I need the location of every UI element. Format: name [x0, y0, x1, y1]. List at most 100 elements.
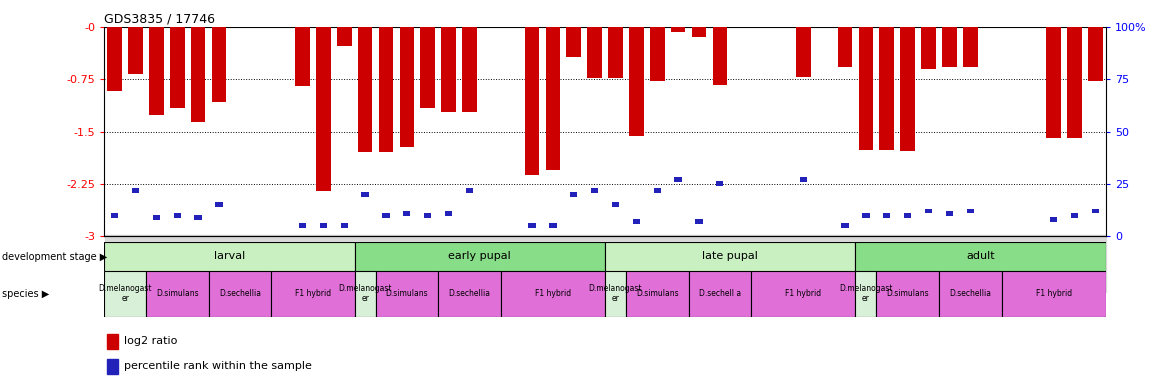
Bar — [837, 27, 852, 67]
Text: larval: larval — [214, 251, 245, 262]
Text: D.simulans: D.simulans — [156, 289, 198, 298]
Text: log2 ratio: log2 ratio — [125, 336, 178, 346]
Bar — [925, 209, 932, 214]
Bar — [129, 27, 142, 74]
Bar — [608, 27, 623, 78]
Bar — [670, 27, 686, 33]
Bar — [438, 271, 500, 317]
Bar — [863, 213, 870, 218]
Text: D.simulans: D.simulans — [386, 289, 428, 298]
Bar — [650, 27, 665, 81]
Bar — [379, 27, 394, 152]
Bar — [842, 223, 849, 228]
Bar — [525, 27, 540, 175]
Text: adult: adult — [967, 251, 995, 262]
Bar — [712, 27, 727, 85]
Bar — [900, 27, 915, 151]
Bar — [466, 188, 474, 192]
Text: early pupal: early pupal — [448, 251, 511, 262]
Bar — [1050, 217, 1057, 222]
Bar — [695, 219, 703, 224]
Bar — [1071, 213, 1078, 218]
Bar — [212, 27, 226, 102]
Bar — [528, 223, 536, 228]
Bar — [691, 27, 706, 36]
Bar — [107, 334, 118, 349]
Bar — [545, 27, 560, 170]
Bar — [904, 213, 911, 218]
Bar — [967, 209, 974, 214]
Text: D.melanogast
er: D.melanogast er — [338, 284, 391, 303]
Text: D.melanogast
er: D.melanogast er — [98, 284, 152, 303]
Bar — [570, 192, 578, 197]
Bar — [295, 27, 310, 86]
Text: F1 hybrid: F1 hybrid — [295, 289, 331, 298]
Bar — [604, 242, 856, 271]
Bar — [320, 223, 327, 228]
Bar — [420, 27, 435, 109]
Bar — [111, 213, 118, 218]
Text: late pupal: late pupal — [702, 251, 758, 262]
Bar — [107, 359, 118, 374]
Bar — [271, 271, 354, 317]
Bar — [629, 27, 644, 136]
Text: D.simulans: D.simulans — [636, 289, 679, 298]
Bar — [800, 177, 807, 182]
Bar — [208, 271, 271, 317]
Bar — [963, 27, 977, 67]
Bar — [884, 213, 891, 218]
Bar — [566, 27, 581, 57]
Bar — [626, 271, 689, 317]
Bar — [358, 27, 373, 152]
Text: D.simulans: D.simulans — [886, 289, 929, 298]
Bar — [856, 242, 1106, 271]
Bar — [153, 215, 160, 220]
Bar — [104, 271, 146, 317]
Bar — [354, 242, 604, 271]
Bar — [340, 223, 347, 228]
Text: GDS3835 / 17746: GDS3835 / 17746 — [104, 13, 215, 26]
Bar — [170, 27, 184, 109]
Bar — [108, 27, 122, 91]
Bar — [877, 271, 939, 317]
Text: F1 hybrid: F1 hybrid — [535, 289, 571, 298]
Bar — [382, 213, 389, 218]
Bar — [500, 271, 604, 317]
Bar — [943, 27, 957, 67]
Bar — [632, 219, 640, 224]
Bar — [337, 27, 352, 46]
Bar — [752, 271, 856, 317]
Bar — [858, 27, 873, 151]
Bar — [939, 271, 1002, 317]
Bar — [149, 27, 163, 116]
Bar — [424, 213, 431, 218]
Bar — [1047, 27, 1061, 139]
Bar — [132, 188, 139, 192]
Bar — [1089, 27, 1102, 81]
Bar — [299, 223, 306, 228]
Bar — [549, 223, 557, 228]
Bar — [146, 271, 208, 317]
Text: D.melanogast
er: D.melanogast er — [840, 284, 893, 303]
Bar — [879, 27, 894, 151]
Text: D.sechell a: D.sechell a — [698, 289, 741, 298]
Bar — [316, 27, 331, 191]
Bar — [653, 188, 661, 192]
Text: D.melanogast
er: D.melanogast er — [588, 284, 643, 303]
Bar — [587, 27, 602, 78]
Text: F1 hybrid: F1 hybrid — [1035, 289, 1072, 298]
Bar — [604, 271, 626, 317]
Bar — [1068, 27, 1082, 139]
Bar — [689, 271, 752, 317]
Bar — [215, 202, 222, 207]
Bar — [856, 271, 877, 317]
Bar — [400, 27, 415, 147]
Text: D.sechellia: D.sechellia — [448, 289, 490, 298]
Text: development stage ▶: development stage ▶ — [2, 252, 108, 262]
Bar — [174, 213, 181, 218]
Bar — [674, 177, 682, 182]
Bar — [922, 27, 936, 69]
Bar — [354, 271, 375, 317]
Bar — [195, 215, 201, 220]
Bar — [1002, 271, 1106, 317]
